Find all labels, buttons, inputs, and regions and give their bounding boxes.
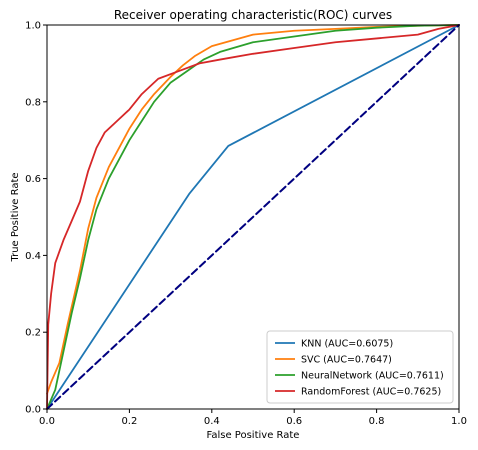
y-tick-label: 0.4 <box>25 251 41 262</box>
y-axis-title: True Positive Rate <box>10 172 21 262</box>
legend-label: SVC (AUC=0.7647) <box>301 355 392 366</box>
series-line-randomforest <box>46 24 460 410</box>
legend-label: NeuralNetwork (AUC=0.7611) <box>301 371 444 382</box>
y-tick-label: 1.0 <box>25 21 41 32</box>
legend: KNN (AUC=0.6075) SVC (AUC=0.7647) NeuralNe… <box>266 330 454 404</box>
plot-area: 0.0 0.2 0.4 0.6 0.8 1.0 0.0 0.2 0.4 0.6 0.8 1.0 KNN … <box>25 21 467 428</box>
series-line-neuralnetwork <box>46 24 460 410</box>
chance-diagonal-line <box>46 24 460 410</box>
x-tick-label: 1.0 <box>451 416 467 427</box>
x-tick-label: 0.6 <box>286 416 302 427</box>
plot-frame <box>46 24 460 410</box>
x-tick-label: 0.2 <box>121 416 137 427</box>
x-tick-label: 0.4 <box>204 416 220 427</box>
x-tick-label: 0.8 <box>369 416 385 427</box>
x-axis-title: False Positive Rate <box>207 430 300 441</box>
series-line-knn <box>46 24 460 410</box>
y-tick-label: 0.6 <box>25 174 41 185</box>
y-tick-label: 0.2 <box>25 328 41 339</box>
y-tick-label: 0.8 <box>25 97 41 108</box>
x-tick-label: 0.0 <box>39 416 55 427</box>
y-tick-label: 0.0 <box>25 405 41 416</box>
series-line-svc <box>46 24 460 395</box>
legend-label: RandomForest (AUC=0.7625) <box>301 387 441 398</box>
chart-title: Receiver operating characteristic(ROC) c… <box>114 8 392 22</box>
legend-box <box>266 330 454 404</box>
legend-label: KNN (AUC=0.6075) <box>301 339 393 350</box>
